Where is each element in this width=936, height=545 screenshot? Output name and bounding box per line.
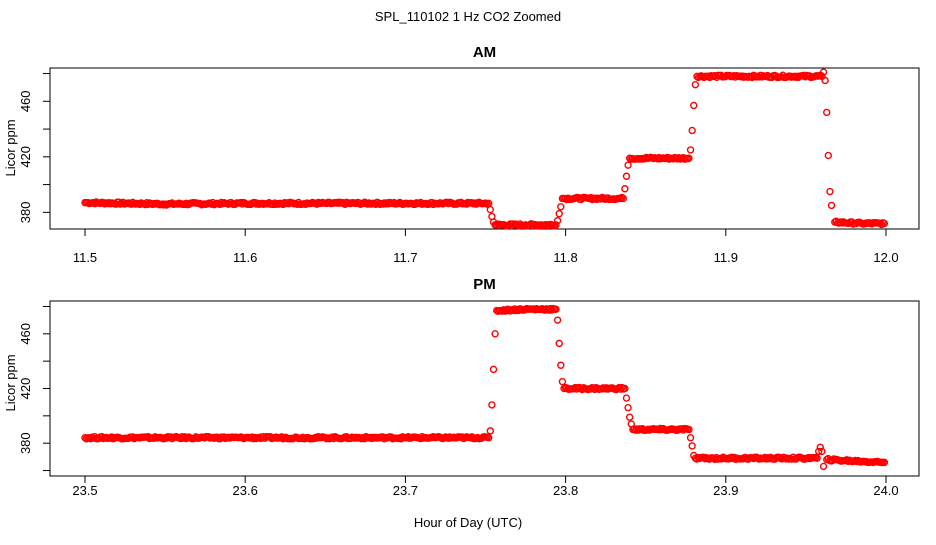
data-point <box>688 126 696 135</box>
data-point <box>621 185 629 193</box>
y-tick-label: 380 <box>18 201 33 223</box>
data-point <box>827 201 836 210</box>
data-point <box>557 203 565 211</box>
data-point <box>489 365 498 374</box>
data-point <box>486 427 495 435</box>
data-point <box>821 76 829 85</box>
data-point <box>622 394 631 402</box>
data-point <box>826 187 834 196</box>
data-point <box>819 68 828 76</box>
x-tick-label: 23.6 <box>233 483 258 498</box>
data-point <box>880 458 889 467</box>
data-point <box>553 216 562 225</box>
plot-frame <box>49 300 920 477</box>
y-tick-label: 420 <box>18 378 33 400</box>
data-point <box>824 151 833 160</box>
x-tick-label: 11.5 <box>73 250 97 265</box>
y-tick-label: 380 <box>18 432 33 454</box>
panel-title: PM <box>473 276 496 293</box>
x-axis-label: Hour of Day (UTC) <box>414 515 522 530</box>
data-point <box>622 172 631 180</box>
data-point <box>624 161 632 169</box>
data-point <box>555 210 563 218</box>
data-point <box>686 146 695 154</box>
y-tick-label: 460 <box>18 323 33 345</box>
data-point <box>691 80 700 89</box>
data-point <box>813 454 821 462</box>
x-tick-label: 11.9 <box>714 250 738 265</box>
data-point <box>819 462 828 471</box>
x-tick-label: 23.5 <box>72 483 97 498</box>
y-tick-label: 460 <box>18 90 33 112</box>
y-axis-label: Licor ppm <box>3 119 18 176</box>
data-point <box>488 401 496 409</box>
data-point <box>557 361 565 369</box>
data-point <box>558 377 567 386</box>
x-tick-label: 23.8 <box>553 483 578 498</box>
data-point <box>485 434 493 442</box>
y-axis-label: Licor ppm <box>3 354 18 411</box>
data-point <box>880 219 889 228</box>
x-tick-label: 23.9 <box>713 483 738 498</box>
data-point <box>619 194 627 203</box>
data-point <box>685 154 693 162</box>
figure-title: SPL_110102 1 Hz CO2 Zoomed <box>375 9 561 24</box>
x-tick-label: 24.0 <box>873 483 898 498</box>
data-point <box>625 413 634 421</box>
data-series <box>81 304 889 471</box>
y-tick-label: 420 <box>18 146 33 168</box>
data-point <box>552 221 560 229</box>
data-point <box>876 219 884 227</box>
data-series <box>81 68 889 230</box>
data-point <box>552 305 560 313</box>
x-tick-label: 23.7 <box>393 483 418 498</box>
data-point <box>690 101 698 110</box>
data-point <box>616 385 625 393</box>
data-point <box>816 443 825 451</box>
data-point <box>553 316 562 324</box>
data-point <box>688 442 696 450</box>
data-point <box>818 447 826 456</box>
am-panel: AM Licor ppm 11.5 11.6 11.7 11.8 11.9 12.0 380 42… <box>3 44 920 265</box>
data-point <box>685 425 693 434</box>
plot-frame <box>49 67 920 230</box>
data-point <box>555 339 563 348</box>
x-tick-label: 11.8 <box>553 250 577 265</box>
x-tick-label: 11.7 <box>393 250 417 265</box>
data-point <box>624 403 632 412</box>
data-point <box>486 205 495 214</box>
data-point <box>621 384 629 393</box>
data-point <box>491 330 499 338</box>
data-point <box>686 434 695 442</box>
pm-panel: PM Licor ppm 23.5 23.6 23.7 23.8 23.9 24.0 380 42… <box>3 276 920 498</box>
x-tick-label: 11.6 <box>233 250 257 265</box>
data-point <box>815 447 823 456</box>
data-point <box>823 108 831 117</box>
panel-title: AM <box>473 44 496 61</box>
x-tick-label: 12.0 <box>873 250 898 265</box>
data-point <box>550 222 559 230</box>
